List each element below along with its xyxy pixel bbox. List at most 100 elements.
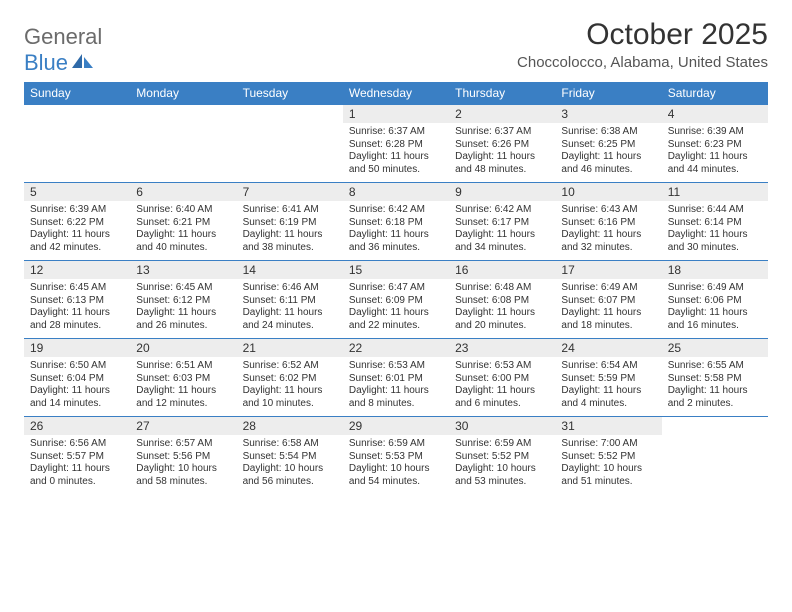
day-line: Daylight: 11 hours bbox=[243, 229, 337, 242]
day-number: 2 bbox=[449, 105, 555, 123]
day-number: 1 bbox=[343, 105, 449, 123]
day-content: Sunrise: 6:57 AMSunset: 5:56 PMDaylight:… bbox=[130, 435, 236, 494]
day-content: Sunrise: 6:38 AMSunset: 6:25 PMDaylight:… bbox=[555, 123, 661, 182]
day-line: Daylight: 11 hours bbox=[243, 385, 337, 398]
calendar-day-cell: 12Sunrise: 6:45 AMSunset: 6:13 PMDayligh… bbox=[24, 261, 130, 339]
day-content bbox=[130, 122, 236, 170]
day-line: Daylight: 10 hours bbox=[136, 463, 230, 476]
calendar-day-cell: 13Sunrise: 6:45 AMSunset: 6:12 PMDayligh… bbox=[130, 261, 236, 339]
day-line: Sunset: 6:06 PM bbox=[668, 295, 762, 308]
day-line: Sunrise: 6:59 AM bbox=[349, 438, 443, 451]
day-line: Sunrise: 6:56 AM bbox=[30, 438, 124, 451]
day-line: Sunrise: 6:53 AM bbox=[455, 360, 549, 373]
day-line: and 10 minutes. bbox=[243, 398, 337, 411]
day-content: Sunrise: 6:56 AMSunset: 5:57 PMDaylight:… bbox=[24, 435, 130, 494]
day-line: Sunrise: 6:54 AM bbox=[561, 360, 655, 373]
day-line: Sunset: 6:28 PM bbox=[349, 139, 443, 152]
calendar-table: Sunday Monday Tuesday Wednesday Thursday… bbox=[24, 82, 768, 494]
day-line: and 12 minutes. bbox=[136, 398, 230, 411]
day-number: 18 bbox=[662, 261, 768, 279]
day-line: and 14 minutes. bbox=[30, 398, 124, 411]
day-number bbox=[662, 417, 768, 434]
day-line: Sunset: 5:56 PM bbox=[136, 451, 230, 464]
day-content: Sunrise: 6:51 AMSunset: 6:03 PMDaylight:… bbox=[130, 357, 236, 416]
day-line: Sunset: 5:52 PM bbox=[561, 451, 655, 464]
day-number: 31 bbox=[555, 417, 661, 435]
calendar-day-cell: 21Sunrise: 6:52 AMSunset: 6:02 PMDayligh… bbox=[237, 339, 343, 417]
logo-text-general: General bbox=[24, 24, 102, 49]
day-number: 21 bbox=[237, 339, 343, 357]
day-line: Daylight: 11 hours bbox=[561, 229, 655, 242]
day-line: and 18 minutes. bbox=[561, 320, 655, 333]
day-line: Sunrise: 6:39 AM bbox=[30, 204, 124, 217]
day-number: 22 bbox=[343, 339, 449, 357]
day-number: 14 bbox=[237, 261, 343, 279]
day-line: Sunrise: 6:49 AM bbox=[668, 282, 762, 295]
day-number: 8 bbox=[343, 183, 449, 201]
day-line: and 50 minutes. bbox=[349, 164, 443, 177]
calendar-day-cell: 24Sunrise: 6:54 AMSunset: 5:59 PMDayligh… bbox=[555, 339, 661, 417]
day-line: Sunset: 6:14 PM bbox=[668, 217, 762, 230]
day-line: Daylight: 11 hours bbox=[455, 151, 549, 164]
day-line: Sunrise: 6:44 AM bbox=[668, 204, 762, 217]
day-line: Sunrise: 6:50 AM bbox=[30, 360, 124, 373]
day-line: and 48 minutes. bbox=[455, 164, 549, 177]
logo-text: General Blue bbox=[24, 24, 102, 76]
day-line: Daylight: 11 hours bbox=[136, 385, 230, 398]
calendar-day-cell: 3Sunrise: 6:38 AMSunset: 6:25 PMDaylight… bbox=[555, 105, 661, 183]
day-line: Sunrise: 6:47 AM bbox=[349, 282, 443, 295]
day-content: Sunrise: 6:49 AMSunset: 6:07 PMDaylight:… bbox=[555, 279, 661, 338]
day-content: Sunrise: 6:55 AMSunset: 5:58 PMDaylight:… bbox=[662, 357, 768, 416]
calendar-day-cell: 6Sunrise: 6:40 AMSunset: 6:21 PMDaylight… bbox=[130, 183, 236, 261]
day-line: and 30 minutes. bbox=[668, 242, 762, 255]
day-line: Sunrise: 6:40 AM bbox=[136, 204, 230, 217]
calendar-day-cell: 27Sunrise: 6:57 AMSunset: 5:56 PMDayligh… bbox=[130, 417, 236, 495]
day-line: Daylight: 11 hours bbox=[455, 385, 549, 398]
day-content: Sunrise: 6:59 AMSunset: 5:53 PMDaylight:… bbox=[343, 435, 449, 494]
day-number: 10 bbox=[555, 183, 661, 201]
day-line: Sunset: 6:08 PM bbox=[455, 295, 549, 308]
day-content bbox=[662, 434, 768, 482]
calendar-page: General Blue October 2025 Choccolocco, A… bbox=[0, 0, 792, 494]
day-line: and 28 minutes. bbox=[30, 320, 124, 333]
day-number: 28 bbox=[237, 417, 343, 435]
day-line: and 24 minutes. bbox=[243, 320, 337, 333]
day-line: Daylight: 10 hours bbox=[455, 463, 549, 476]
calendar-week-row: 1 Sunrise: 6:37 AMSunset: 6:28 PM Daylight… bbox=[24, 105, 768, 183]
day-content: Sunrise: 6:45 AMSunset: 6:13 PMDaylight:… bbox=[24, 279, 130, 338]
day-line: Sunset: 6:25 PM bbox=[561, 139, 655, 152]
calendar-day-cell: 30Sunrise: 6:59 AMSunset: 5:52 PMDayligh… bbox=[449, 417, 555, 495]
calendar-day-cell: 7Sunrise: 6:41 AMSunset: 6:19 PMDaylight… bbox=[237, 183, 343, 261]
calendar-day-cell: 11Sunrise: 6:44 AMSunset: 6:14 PMDayligh… bbox=[662, 183, 768, 261]
day-number: 3 bbox=[555, 105, 661, 123]
calendar-day-cell bbox=[130, 105, 236, 183]
day-line: and 54 minutes. bbox=[349, 476, 443, 489]
calendar-day-cell: 10Sunrise: 6:43 AMSunset: 6:16 PMDayligh… bbox=[555, 183, 661, 261]
day-number: 6 bbox=[130, 183, 236, 201]
day-line: Sunset: 6:01 PM bbox=[349, 373, 443, 386]
day-content: Sunrise: 6:58 AMSunset: 5:54 PMDaylight:… bbox=[237, 435, 343, 494]
day-line: Daylight: 11 hours bbox=[668, 151, 762, 164]
day-line: and 51 minutes. bbox=[561, 476, 655, 489]
day-line: Sunset: 6:09 PM bbox=[349, 295, 443, 308]
day-number: 29 bbox=[343, 417, 449, 435]
header: General Blue October 2025 Choccolocco, A… bbox=[24, 18, 768, 76]
day-content: Sunrise: 6:42 AMSunset: 6:18 PMDaylight:… bbox=[343, 201, 449, 260]
day-line: Daylight: 11 hours bbox=[349, 307, 443, 320]
day-line: Daylight: 10 hours bbox=[561, 463, 655, 476]
day-content: Sunrise: 6:47 AMSunset: 6:09 PMDaylight:… bbox=[343, 279, 449, 338]
day-line: Sunset: 6:02 PM bbox=[243, 373, 337, 386]
day-content: Sunrise: 6:40 AMSunset: 6:21 PMDaylight:… bbox=[130, 201, 236, 260]
day-line: Sunset: 6:26 PM bbox=[455, 139, 549, 152]
calendar-day-cell bbox=[237, 105, 343, 183]
day-line: Daylight: 11 hours bbox=[30, 463, 124, 476]
day-line: and 34 minutes. bbox=[455, 242, 549, 255]
day-line: Sunset: 5:58 PM bbox=[668, 373, 762, 386]
day-line: Daylight: 11 hours bbox=[30, 229, 124, 242]
day-number: 12 bbox=[24, 261, 130, 279]
day-line: Sunrise: 6:37 AM bbox=[349, 126, 443, 139]
day-number: 9 bbox=[449, 183, 555, 201]
day-line: Sunrise: 6:39 AM bbox=[668, 126, 762, 139]
day-number: 20 bbox=[130, 339, 236, 357]
calendar-day-cell: 15Sunrise: 6:47 AMSunset: 6:09 PMDayligh… bbox=[343, 261, 449, 339]
